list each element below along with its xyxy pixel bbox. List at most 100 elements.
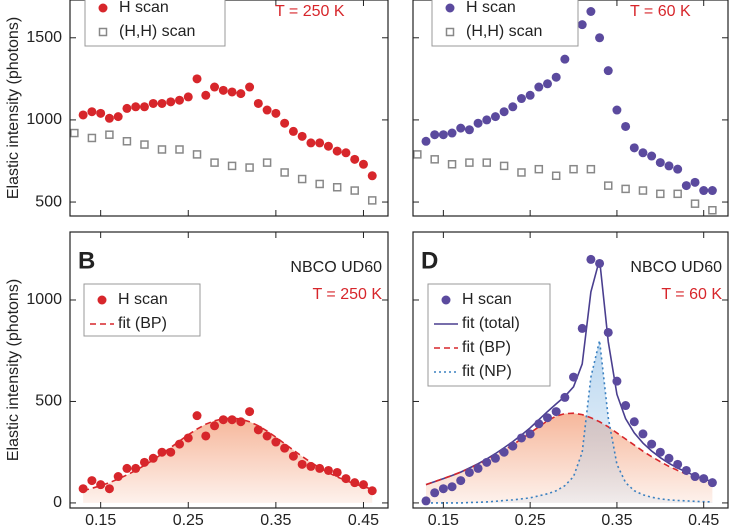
data-point — [210, 421, 220, 431]
data-point — [367, 171, 377, 181]
data-point — [245, 163, 254, 172]
data-point — [707, 186, 717, 196]
data-point — [131, 102, 141, 112]
data-point — [210, 158, 219, 167]
data-point — [595, 33, 605, 43]
data-point — [297, 131, 307, 141]
data-point — [629, 417, 639, 427]
data-point — [192, 411, 202, 421]
data-point — [201, 431, 211, 441]
legend-marker — [445, 27, 455, 37]
data-point — [516, 94, 526, 104]
data-point — [192, 150, 202, 159]
data-point — [690, 472, 700, 482]
legend-box — [84, 0, 226, 47]
data-point — [603, 66, 613, 76]
data-point — [586, 254, 596, 264]
data-point — [96, 480, 106, 490]
fit-area — [426, 413, 713, 503]
data-point — [673, 459, 683, 469]
legend-label: H scan — [119, 0, 169, 16]
data-point — [157, 145, 167, 154]
data-point — [560, 54, 570, 64]
data-point — [560, 392, 570, 402]
data-point — [464, 125, 474, 135]
data-point — [681, 465, 691, 475]
legend-marker — [98, 3, 108, 13]
data-point — [603, 181, 613, 190]
data-point — [621, 401, 631, 411]
y-axis-label: Elastic intensity (photons) — [5, 279, 22, 461]
data-point — [122, 137, 132, 146]
data-point — [210, 82, 220, 92]
data-point — [105, 130, 114, 139]
data-point — [87, 133, 97, 143]
y-tick-label: 1500 — [26, 29, 62, 46]
data-point — [447, 482, 457, 492]
plot-area — [78, 407, 377, 503]
data-point — [271, 108, 281, 118]
x-tick-label: 0.35 — [601, 512, 632, 529]
data-point — [647, 151, 657, 161]
x-tick-label: 0.25 — [515, 512, 546, 529]
x-tick-label: 0.15 — [428, 512, 459, 529]
data-point — [306, 461, 316, 471]
legend-label: (H,H) scan — [119, 23, 195, 40]
fit-line — [426, 340, 713, 504]
legend-label: H scan — [466, 0, 516, 16]
data-point — [612, 376, 622, 386]
annotation: NBCO UD60 — [630, 259, 722, 276]
data-point — [183, 92, 193, 102]
data-point — [288, 451, 298, 461]
x-tick-label: 0.45 — [688, 512, 719, 529]
legend-label: (H,H) scan — [466, 23, 542, 40]
data-point — [113, 472, 123, 482]
data-point — [157, 98, 167, 108]
data-point — [350, 186, 359, 195]
data-point — [681, 181, 691, 191]
data-point — [490, 453, 500, 463]
legend-marker — [98, 27, 108, 37]
data-point — [104, 484, 114, 494]
data-point — [350, 478, 360, 488]
legend-marker — [97, 295, 107, 305]
data-point — [341, 148, 351, 158]
legend-label: fit (total) — [462, 315, 520, 332]
data-point — [341, 474, 351, 484]
data-point — [131, 463, 141, 473]
data-point — [516, 433, 526, 443]
data-point — [218, 415, 228, 425]
frame — [69, 0, 389, 217]
panel: 0.15 0.25 0.35 0.45 D NBCO UD60 T = 60 K H scan… — [412, 231, 729, 529]
data-point — [148, 453, 158, 463]
x-tick-label: 0.45 — [348, 512, 379, 529]
data-point — [551, 407, 561, 417]
data-point — [517, 168, 526, 177]
legend-box — [431, 0, 579, 47]
data-point — [656, 189, 665, 199]
plot-area — [70, 74, 377, 205]
data-point — [306, 138, 316, 148]
fit-line — [425, 412, 713, 486]
temperature: T = 60 K — [661, 286, 722, 303]
data-point — [664, 453, 674, 463]
data-point — [534, 164, 544, 174]
data-point — [499, 447, 509, 457]
data-point — [262, 431, 272, 441]
data-point — [218, 85, 228, 95]
data-point — [577, 323, 587, 333]
temperature: T = 250 K — [312, 286, 382, 303]
data-point — [508, 102, 518, 112]
data-point — [629, 143, 639, 153]
panel-label: D — [421, 247, 438, 274]
data-point — [534, 82, 544, 92]
y-tick-label: 1000 — [26, 291, 62, 308]
data-point — [534, 419, 544, 429]
data-point — [367, 486, 377, 496]
data-point — [473, 118, 483, 128]
data-point — [664, 161, 674, 171]
data-point — [603, 327, 613, 337]
data-point — [139, 457, 149, 467]
data-point — [78, 110, 88, 120]
panel-label: B — [78, 247, 95, 274]
